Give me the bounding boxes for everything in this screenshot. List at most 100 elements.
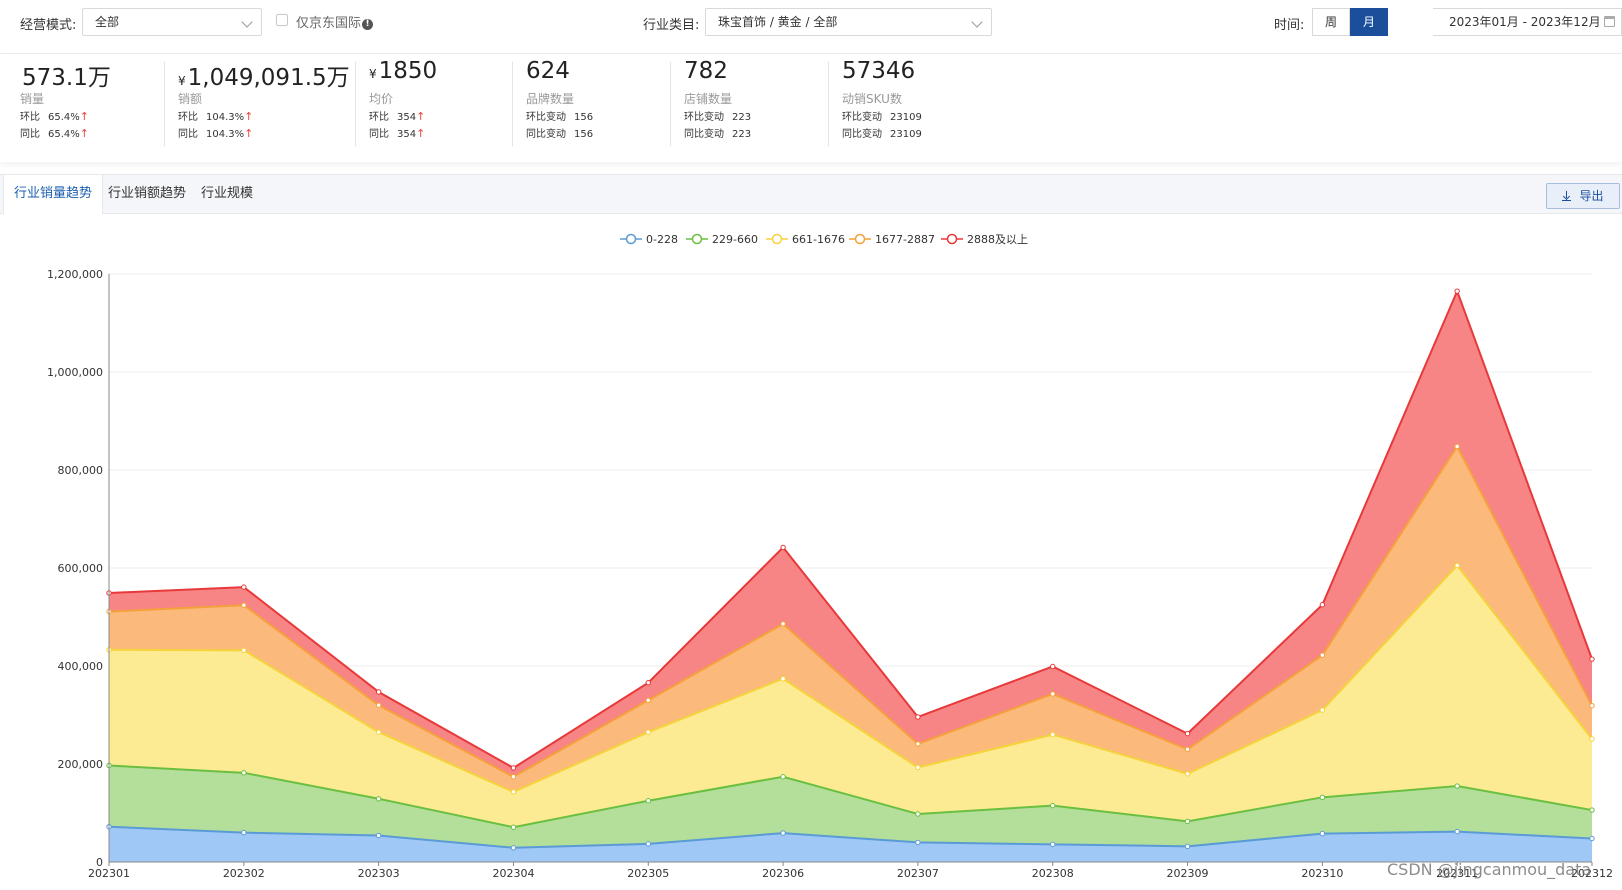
legend-item-661-1676[interactable]: 661-1676 — [766, 233, 845, 246]
chart-lines — [108, 288, 1593, 849]
x-tick-label: 202304 — [492, 867, 534, 880]
kpi-divider — [164, 62, 165, 146]
x-tick-label: 202301 — [88, 867, 130, 880]
data-point — [645, 841, 651, 847]
export-button[interactable]: 导出 — [1546, 183, 1620, 209]
legend-item-1677-2887[interactable]: 1677-2887 — [849, 233, 935, 246]
legend-marker — [771, 233, 783, 245]
tab-sales-volume-trend[interactable]: 行业销量趋势 — [3, 175, 104, 214]
data-point — [1319, 707, 1326, 713]
legend-label: 2888及以上 — [967, 233, 1028, 246]
data-point — [1184, 730, 1191, 737]
data-point — [1050, 663, 1056, 670]
x-tick-label: 202312 — [1571, 867, 1613, 880]
legend-label: 0-228 — [646, 233, 678, 246]
data-point — [241, 647, 247, 654]
kpi-name: 店铺数量 — [684, 92, 733, 106]
legend-label: 229-660 — [712, 233, 758, 246]
data-point — [1589, 656, 1595, 662]
calendar-icon — [1604, 16, 1615, 27]
series-line-1677-2887 — [108, 444, 1593, 778]
filter-bar: 经营模式: 全部 仅京东国际! 行业类目: 珠宝首饰 / 黄金 / 全部 时间:… — [0, 0, 1622, 54]
data-point — [241, 602, 247, 608]
arrow-up-icon: ↑ — [244, 110, 254, 123]
data-point — [1454, 783, 1460, 789]
data-point — [780, 830, 786, 836]
arrow-up-icon: ↑ — [79, 127, 89, 140]
data-point — [780, 544, 786, 551]
data-point — [1454, 562, 1460, 569]
data-point — [1319, 830, 1326, 837]
data-point — [915, 839, 921, 846]
data-point — [915, 714, 921, 720]
legend-item-0-228[interactable]: 0-228 — [620, 233, 678, 246]
data-point — [780, 774, 786, 780]
industry-select-value: 珠宝首饰 / 黄金 / 全部 — [718, 15, 838, 29]
data-point — [1589, 835, 1595, 842]
tab-industry-scale[interactable]: 行业规模 — [201, 186, 254, 201]
y-tick-label: 600,000 — [58, 562, 104, 575]
kpi-value: 573.1万 — [22, 65, 111, 91]
kpi-name: 品牌数量 — [526, 92, 575, 106]
x-tick-label: 202309 — [1167, 867, 1209, 880]
data-point — [510, 774, 517, 780]
x-tick-label: 202303 — [358, 867, 400, 880]
series-line-229-660 — [108, 764, 1593, 829]
download-icon — [1562, 191, 1572, 201]
x-tick-label: 202311 — [1436, 867, 1478, 880]
date-range-picker[interactable]: 2023年01月 - 2023年12月 — [1433, 8, 1622, 36]
data-point — [510, 789, 517, 795]
data-point — [375, 729, 382, 735]
industry-select[interactable]: 珠宝首饰 / 黄金 / 全部 — [705, 8, 992, 36]
date-range-value: 2023年01月 - 2023年12月 — [1449, 15, 1601, 29]
kpi-yoy: 同比变动 223 — [684, 129, 752, 140]
tab-sales-amount-trend[interactable]: 行业销额趋势 — [108, 186, 187, 201]
y-tick-label: 0 — [96, 856, 103, 869]
legend-marker — [946, 233, 958, 245]
arrow-up-icon: ↑ — [244, 127, 254, 140]
mode-select[interactable]: 全部 — [82, 8, 262, 36]
data-point — [915, 764, 921, 771]
x-tick-label: 202308 — [1032, 867, 1074, 880]
data-point — [1184, 771, 1191, 777]
arrow-up-icon: ↑ — [416, 127, 426, 140]
data-point — [375, 832, 382, 839]
data-point — [1454, 443, 1460, 450]
legend-marker — [625, 233, 637, 245]
data-point — [1319, 794, 1326, 801]
info-icon[interactable]: ! — [362, 19, 374, 30]
data-point — [915, 811, 921, 817]
data-point — [1184, 818, 1191, 825]
series-line-2888及以上 — [108, 288, 1593, 770]
y-tick-label: 400,000 — [58, 660, 104, 673]
kpi-value: ¥1850 — [369, 58, 438, 84]
kpi-value: 57346 — [842, 58, 916, 84]
month-button[interactable]: 月 — [1350, 8, 1388, 36]
legend-item-2888及以上[interactable]: 2888及以上 — [941, 233, 1028, 246]
jd-intl-label[interactable]: 仅京东国际! — [296, 12, 374, 31]
series-line-0-228 — [108, 825, 1593, 849]
area-229-660 — [109, 765, 1592, 848]
data-point — [1184, 843, 1191, 850]
kpi-value: ¥1,049,091.5万 — [178, 65, 350, 91]
chart-axes: 0 200,000 400,000 600,000 800,000 1,000,000 1,… — [47, 268, 1613, 880]
data-point — [645, 729, 651, 735]
x-tick-label: 202302 — [223, 867, 265, 880]
data-point — [645, 798, 651, 804]
chevron-down-icon — [971, 16, 983, 28]
week-button[interactable]: 周 — [1312, 8, 1350, 36]
chart-legend[interactable]: 0-228 229-660 661-1676 1677-2887 2888及以上 — [620, 233, 1028, 246]
kpi-yoy: 同比 65.4%↑ — [20, 127, 89, 140]
legend-item-229-660[interactable]: 229-660 — [686, 233, 758, 246]
jd-intl-checkbox[interactable] — [276, 14, 288, 26]
mode-select-value: 全部 — [95, 15, 120, 29]
data-point — [375, 689, 382, 695]
kpi-mom: 环比 104.3%↑ — [178, 110, 254, 123]
y-tick-label: 200,000 — [58, 758, 104, 771]
data-point — [241, 829, 247, 836]
sales-volume-area-chart: 0-228 229-660 661-1676 1677-2887 2888及以上 020… — [47, 233, 1613, 880]
x-tick-label: 202306 — [762, 867, 804, 880]
data-point — [1589, 807, 1595, 813]
kpi-name: 销量 — [20, 92, 45, 106]
x-tick-label: 202305 — [627, 867, 669, 880]
